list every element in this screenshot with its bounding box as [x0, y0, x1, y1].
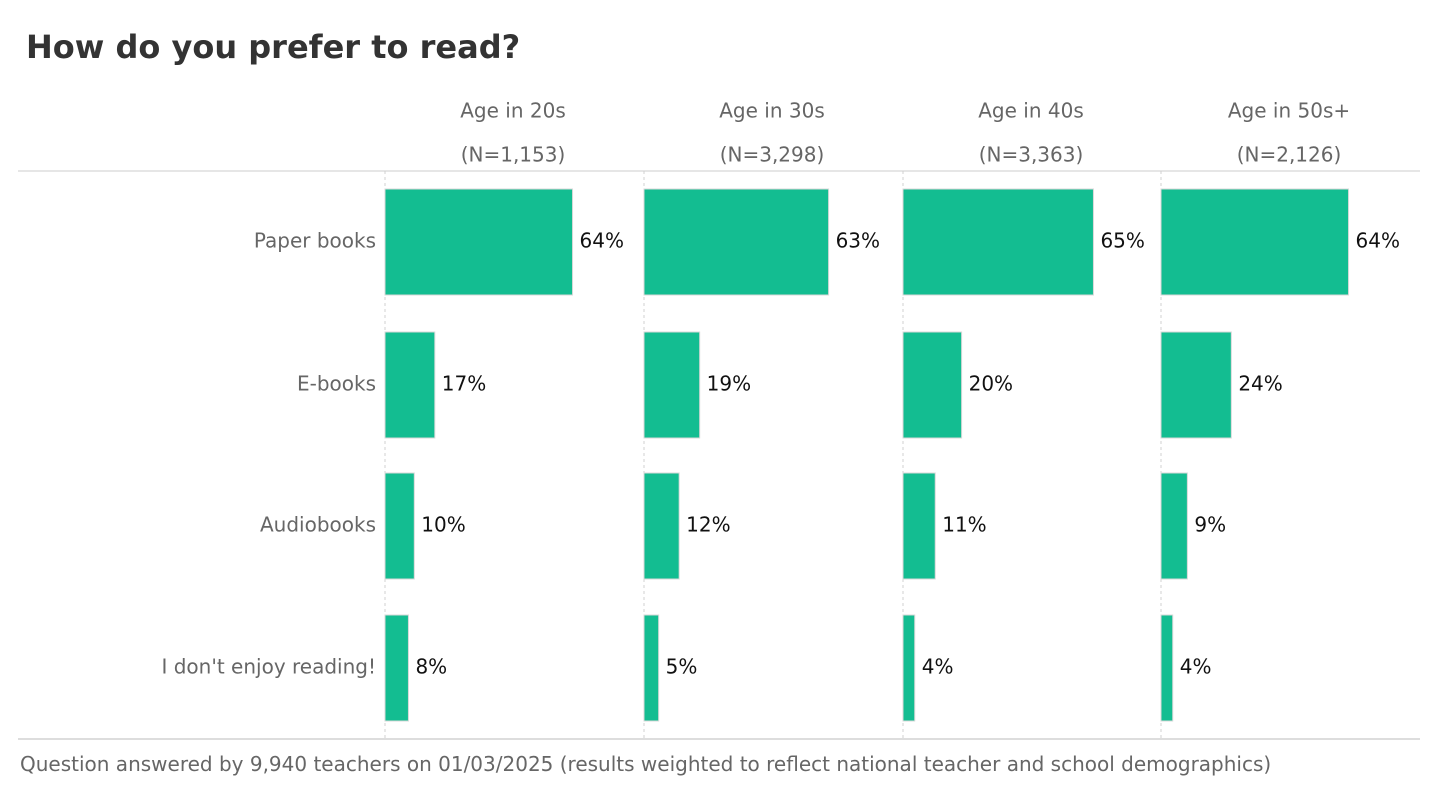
bar: [643, 614, 660, 722]
bar: [1160, 188, 1350, 296]
bar-value-label: 5%: [666, 655, 698, 679]
bar-value-label: 11%: [942, 513, 986, 537]
bar: [1160, 614, 1174, 722]
bar: [384, 614, 409, 722]
bar-value-label: 19%: [707, 372, 751, 396]
panel-header-n: (N=3,363): [979, 143, 1084, 167]
panel-header-n: (N=2,126): [1237, 143, 1342, 167]
bar-value-label: 64%: [580, 229, 624, 253]
panel-header-label: Age in 30s: [719, 99, 825, 123]
bar-value-label: 12%: [686, 513, 730, 537]
bar-value-label: 8%: [415, 655, 447, 679]
bar-value-label: 4%: [1180, 655, 1212, 679]
bar-value-label: 10%: [421, 513, 465, 537]
bar: [1160, 472, 1188, 580]
bar-value-label: 4%: [922, 655, 954, 679]
bar: [384, 331, 436, 439]
bar-value-label: 9%: [1194, 513, 1226, 537]
chart-footnote: Question answered by 9,940 teachers on 0…: [20, 752, 1272, 776]
bar: [902, 188, 1094, 296]
panel-header-label: Age in 20s: [460, 99, 566, 123]
bar: [643, 331, 701, 439]
bar: [1160, 331, 1232, 439]
panel-header-label: Age in 50s+: [1228, 99, 1350, 123]
bar-value-label: 24%: [1238, 372, 1282, 396]
category-label: I don't enjoy reading!: [161, 655, 376, 679]
bar: [643, 472, 680, 580]
bar-value-label: 65%: [1100, 229, 1144, 253]
category-label: Paper books: [254, 229, 376, 253]
panel-header-label: Age in 40s: [978, 99, 1084, 123]
bar: [902, 472, 936, 580]
panel-header-n: (N=1,153): [461, 143, 566, 167]
bar: [384, 188, 574, 296]
bar: [902, 614, 916, 722]
bar-value-label: 20%: [969, 372, 1013, 396]
category-label: E-books: [297, 372, 376, 396]
bar-value-label: 17%: [442, 372, 486, 396]
bar-value-label: 63%: [836, 229, 880, 253]
bar: [902, 331, 963, 439]
bar: [643, 188, 830, 296]
panel-header-n: (N=3,298): [720, 143, 825, 167]
category-label: Audiobooks: [260, 513, 376, 537]
chart-title: How do you prefer to read?: [26, 28, 521, 66]
bar-value-label: 64%: [1356, 229, 1400, 253]
bar: [384, 472, 415, 580]
